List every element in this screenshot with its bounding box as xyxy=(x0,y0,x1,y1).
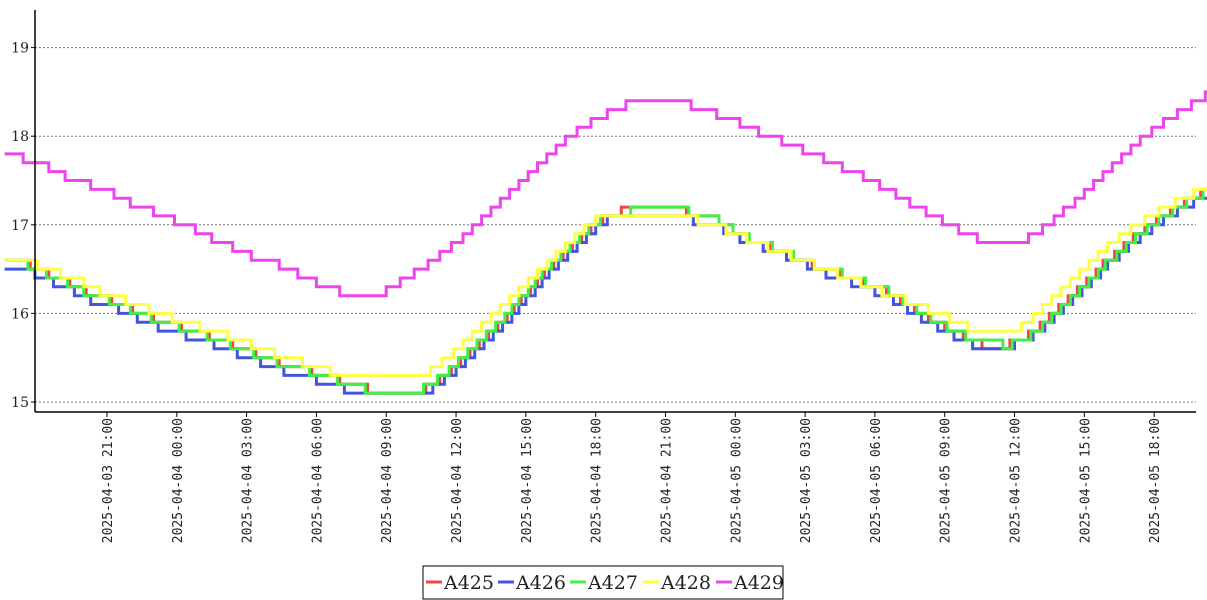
y-ticks: 15 16 17 18 19 xyxy=(11,41,35,411)
x-tick-label: 2025-04-04 18:00 xyxy=(590,418,605,543)
series-line-a427 xyxy=(4,187,1207,395)
legend-label-a427: A427 xyxy=(587,572,638,594)
legend: A425 A426 A427 A428 A429 xyxy=(422,565,784,600)
y-tick-label: 17 xyxy=(11,218,29,234)
series-line-a426 xyxy=(4,196,1207,395)
legend-label-a428: A428 xyxy=(660,572,711,594)
x-ticks: 2025-04-03 21:00 2025-04-04 00:00 2025-04-… xyxy=(101,412,1163,543)
y-tick-label: 15 xyxy=(11,395,29,411)
x-tick-label: 2025-04-05 12:00 xyxy=(1009,418,1024,543)
x-tick-label: 2025-04-05 03:00 xyxy=(799,418,814,543)
y-tick-label: 16 xyxy=(11,306,29,322)
series-line-a428 xyxy=(4,187,1207,377)
series-layer xyxy=(4,90,1207,395)
series-line-a425 xyxy=(4,187,1207,395)
y-tick-label: 18 xyxy=(11,129,29,145)
legend-label-a426: A426 xyxy=(515,572,566,594)
axes xyxy=(34,10,1196,413)
grid-lines xyxy=(35,47,1196,403)
legend-label-a425: A425 xyxy=(443,572,494,594)
x-tick-label: 2025-04-04 09:00 xyxy=(380,418,395,543)
x-tick-label: 2025-04-04 03:00 xyxy=(241,418,256,543)
series-line-a429 xyxy=(4,90,1207,298)
y-tick-label: 19 xyxy=(11,41,29,57)
x-tick-label: 2025-04-05 00:00 xyxy=(729,418,744,543)
x-tick-label: 2025-04-05 18:00 xyxy=(1148,418,1163,543)
x-tick-label: 2025-04-04 15:00 xyxy=(520,418,535,543)
x-tick-label: 2025-04-05 06:00 xyxy=(869,418,884,543)
x-tick-label: 2025-04-04 21:00 xyxy=(659,418,674,543)
x-tick-label: 2025-04-04 12:00 xyxy=(450,418,465,543)
x-tick-label: 2025-04-04 00:00 xyxy=(171,418,186,543)
x-tick-label: 2025-04-04 06:00 xyxy=(310,418,325,543)
x-tick-label: 2025-04-05 15:00 xyxy=(1078,418,1093,543)
x-tick-label: 2025-04-03 21:00 xyxy=(101,418,116,543)
x-tick-label: 2025-04-05 09:00 xyxy=(939,418,954,543)
legend-label-a429: A429 xyxy=(733,572,784,594)
